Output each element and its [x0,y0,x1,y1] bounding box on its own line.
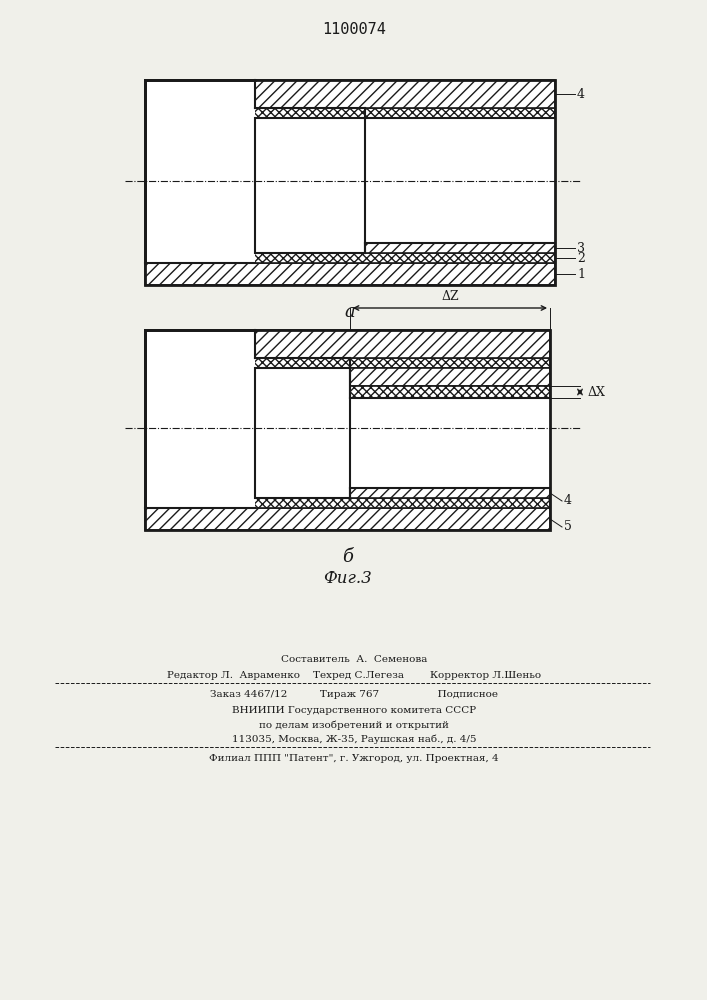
Text: 1: 1 [577,267,585,280]
Bar [145,330,550,358]
Bar [255,243,365,253]
Text: б: б [342,548,353,566]
Bar [145,80,555,108]
Text: Заказ 4467/12          Тираж 767                  Подписное: Заказ 4467/12 Тираж 767 Подписное [210,690,498,699]
Text: Редактор Л.  Авраменко    Техред С.Легеза        Корректор Л.Шеньо: Редактор Л. Авраменко Техред С.Легеза Ко… [167,671,541,680]
Text: 1100074: 1100074 [322,22,386,37]
Text: ΔX: ΔX [588,385,606,398]
Text: ΔZ: ΔZ [441,290,459,303]
Bar [255,118,365,253]
Text: 4: 4 [577,88,585,101]
Bar [350,488,550,498]
Bar [145,330,255,508]
Text: по делам изобретений и открытий: по делам изобретений и открытий [259,720,449,730]
Bar [350,398,550,488]
Text: 3: 3 [577,241,585,254]
Bar [255,368,350,498]
Bar [255,368,350,498]
Bar [145,108,555,118]
Bar [145,358,550,368]
Bar [145,80,255,263]
Bar [365,243,555,253]
Bar [350,368,550,386]
Bar [145,508,550,530]
Bar [365,118,555,243]
Text: 113035, Москва, Ж-35, Раушская наб., д. 4/5: 113035, Москва, Ж-35, Раушская наб., д. … [232,734,477,744]
Text: 4: 4 [564,494,572,508]
Text: Филиал ППП "Патент", г. Ужгород, ул. Проектная, 4: Филиал ППП "Патент", г. Ужгород, ул. Про… [209,754,499,763]
Text: 5: 5 [564,520,572,534]
Bar [145,80,255,253]
Text: Составитель  А.  Семенова: Составитель А. Семенова [281,655,427,664]
Text: а: а [344,303,356,321]
Bar [145,253,555,263]
Bar [255,118,365,253]
Bar [145,330,550,530]
Text: Фиг.3: Фиг.3 [323,570,372,587]
Bar [145,80,555,285]
Bar [145,498,550,508]
Bar [145,330,255,508]
Text: 2: 2 [577,251,585,264]
Bar [145,263,555,285]
Text: ВНИИПИ Государственного комитета СССР: ВНИИПИ Государственного комитета СССР [232,706,476,715]
Bar [350,386,550,398]
